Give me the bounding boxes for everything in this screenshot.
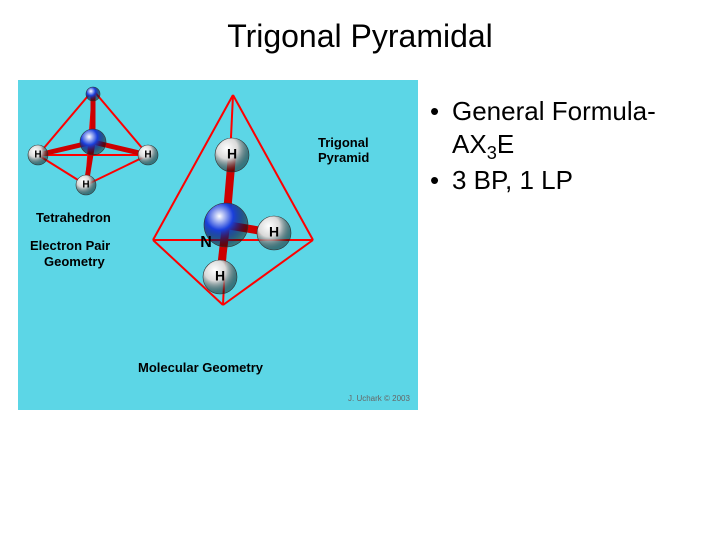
svg-text:H: H — [227, 146, 237, 162]
svg-text:H: H — [269, 224, 279, 240]
svg-text:N: N — [200, 234, 212, 251]
bullet-2-text: 3 BP, 1 LP — [452, 165, 573, 195]
bullet-1-tail: E — [497, 129, 514, 159]
svg-text:H: H — [34, 150, 41, 161]
credit-text: J. Uchark © 2003 — [348, 394, 410, 403]
svg-text:H: H — [144, 150, 151, 161]
bullet-1-sub: 3 — [487, 143, 497, 163]
bullet-1-text: General Formula-AX — [452, 96, 656, 159]
label-molecular-geometry: Molecular Geometry — [138, 360, 263, 375]
label-electron-pair-l2: Geometry — [44, 254, 105, 269]
page-title: Trigonal Pyramidal — [0, 0, 720, 55]
label-tetrahedron: Tetrahedron — [36, 210, 111, 225]
bullet-1: General Formula-AX3E — [430, 95, 700, 160]
bullet-list: General Formula-AX3E 3 BP, 1 LP — [430, 95, 700, 201]
svg-text:H: H — [215, 268, 225, 284]
label-electron-pair-l1: Electron Pair — [30, 238, 110, 253]
label-trigonal-pyramid: Trigonal Pyramid — [318, 135, 418, 165]
svg-text:H: H — [82, 180, 89, 191]
diagram-area: H H H N H H H Tetrahedron Electron Pair Geome… — [18, 80, 418, 410]
bullet-2: 3 BP, 1 LP — [430, 164, 700, 197]
